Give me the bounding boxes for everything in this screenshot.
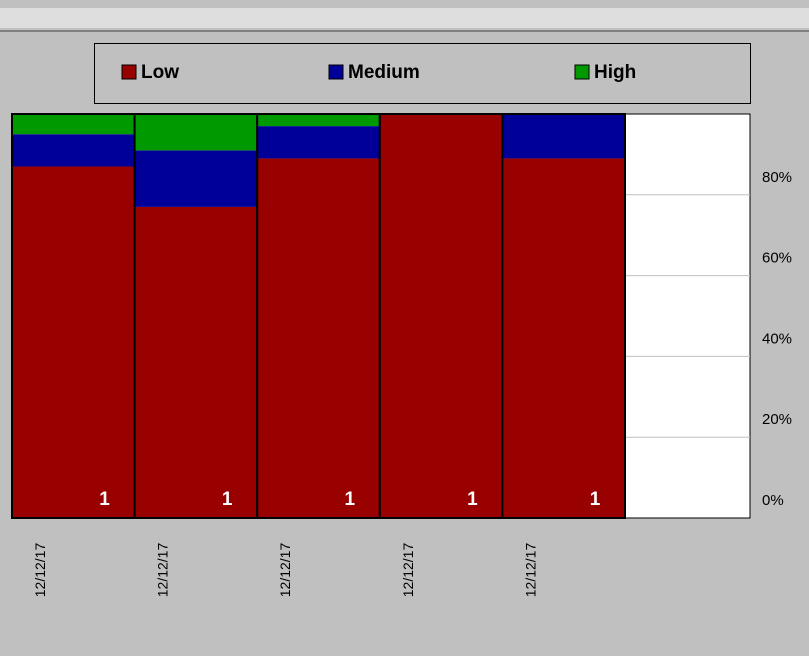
- x-tick-label: 12/12/17: [155, 543, 171, 598]
- top-strip: [0, 8, 809, 28]
- value-label: 1: [345, 489, 356, 510]
- bar-segment: [257, 158, 380, 518]
- bar-segment: [502, 114, 625, 159]
- y-tick-label: 20%: [762, 411, 792, 428]
- bar-segment: [12, 166, 135, 518]
- legend-box: [94, 43, 751, 104]
- bar-segment: [134, 114, 258, 151]
- bar-segment: [257, 114, 380, 127]
- legend-label: Medium: [348, 62, 420, 83]
- x-tick-label: 12/12/17: [522, 543, 538, 598]
- bar-segment: [134, 206, 258, 519]
- bar-segment: [502, 158, 625, 518]
- bar-segment: [379, 114, 503, 518]
- y-tick-label: 40%: [762, 330, 792, 347]
- y-tick-label: 80%: [762, 169, 792, 186]
- bar-segment: [257, 126, 380, 159]
- legend-label: Low: [141, 62, 179, 83]
- bar-outline: [501, 113, 626, 519]
- y-tick-label: 60%: [762, 250, 792, 267]
- legend-swatch: [328, 64, 344, 80]
- x-tick-label: 12/12/17: [277, 543, 293, 598]
- legend-label: High: [594, 62, 636, 83]
- legend-swatch: [121, 64, 137, 80]
- value-label: 1: [99, 489, 110, 510]
- legend-swatch: [574, 64, 590, 80]
- bar-segment: [12, 134, 135, 167]
- value-label: 1: [222, 489, 233, 510]
- value-label: 1: [467, 489, 478, 510]
- x-tick-label: 12/12/17: [32, 543, 48, 598]
- y-tick-label: 0%: [762, 492, 784, 509]
- bar-segment: [12, 114, 135, 135]
- value-label: 1: [590, 489, 601, 510]
- x-tick-label: 12/12/17: [400, 543, 416, 598]
- bar-segment: [134, 150, 258, 207]
